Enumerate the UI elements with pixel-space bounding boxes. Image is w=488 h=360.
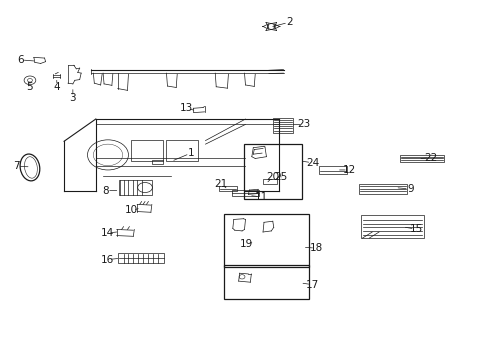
Bar	[118, 253, 163, 263]
Text: 6: 6	[17, 55, 23, 65]
Text: 16: 16	[100, 255, 113, 265]
Text: 21: 21	[214, 179, 227, 189]
Text: 10: 10	[124, 206, 138, 216]
Text: 3: 3	[69, 93, 76, 103]
Text: 2: 2	[285, 17, 292, 27]
Bar	[243, 144, 302, 199]
Bar	[232, 190, 259, 196]
Bar	[399, 155, 444, 162]
Bar	[358, 184, 406, 194]
Text: 5: 5	[26, 82, 33, 93]
Text: 4: 4	[53, 82, 60, 92]
Bar	[263, 179, 276, 184]
Bar	[131, 140, 163, 161]
Bar	[152, 160, 162, 164]
Text: 13: 13	[179, 103, 192, 113]
Bar	[272, 118, 293, 133]
Text: 22: 22	[423, 153, 436, 163]
Bar	[224, 214, 308, 267]
Bar	[318, 166, 346, 174]
Bar	[119, 180, 152, 195]
Text: 14: 14	[100, 228, 113, 238]
Text: 8: 8	[102, 186, 109, 196]
Text: 18: 18	[309, 243, 323, 253]
Text: 15: 15	[408, 224, 422, 234]
Bar	[219, 186, 236, 192]
Text: 25: 25	[274, 172, 287, 182]
Text: 20: 20	[265, 172, 279, 182]
Bar	[224, 265, 308, 299]
Text: 24: 24	[305, 158, 319, 168]
Text: 23: 23	[297, 120, 310, 129]
Text: 12: 12	[342, 165, 355, 175]
Text: 1: 1	[187, 148, 194, 158]
Text: 7: 7	[13, 161, 20, 171]
Text: 19: 19	[239, 239, 252, 249]
Bar	[360, 215, 423, 238]
Text: 17: 17	[305, 280, 319, 290]
Text: 9: 9	[406, 184, 413, 194]
Text: 11: 11	[254, 192, 267, 202]
Bar	[166, 140, 198, 161]
